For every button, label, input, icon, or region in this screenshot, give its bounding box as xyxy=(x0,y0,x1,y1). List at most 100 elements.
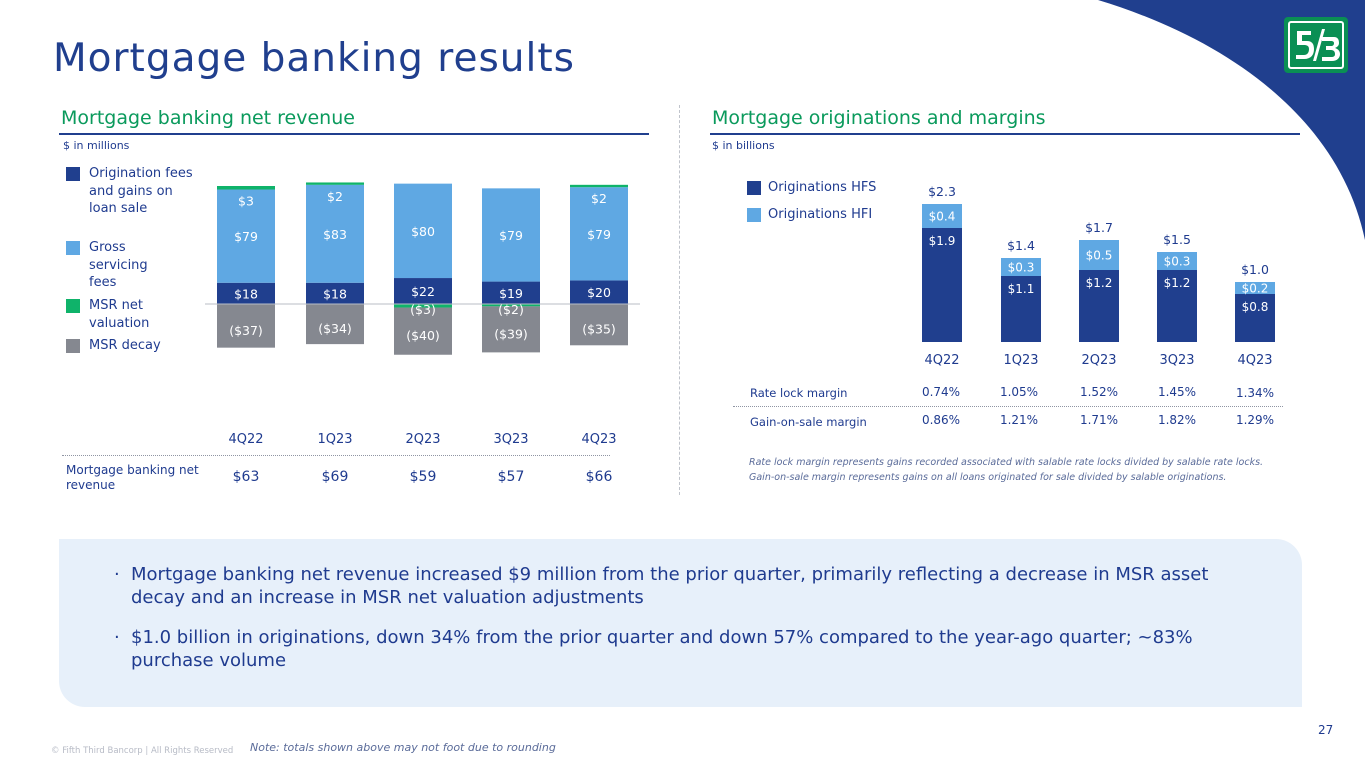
bar-msr-net-valuation-3q23 xyxy=(482,304,540,307)
label-servicing-3q23: $79 xyxy=(499,228,523,243)
label-hfs-2q23: $1.2 xyxy=(1086,276,1113,290)
gain-on-sale-margin-4q22: 0.86% xyxy=(921,413,961,427)
bar-originations-hfs-4q22 xyxy=(922,228,962,342)
rate-lock-margin-3q23: 1.45% xyxy=(1157,385,1197,399)
rate-lock-margin-4q22: 0.74% xyxy=(921,385,961,399)
left-unit-label: $ in millions xyxy=(63,139,130,152)
mortgage-net-revenue-chart: $18 $79 $3 ($37) 4Q22 $18 $83 $2 ($34) 1Q23 $22 $80… xyxy=(205,182,640,447)
page-title: Mortgage banking results xyxy=(53,36,575,81)
bar-originations-hfi-3q23 xyxy=(1157,252,1197,270)
label-servicing-4q22: $79 xyxy=(234,229,258,244)
legend-swatch-msr-valuation xyxy=(66,299,80,313)
bar-origination-fees-and-gains-on-loan-sale-4q23 xyxy=(570,280,628,304)
bar-msr-decay-4q23 xyxy=(570,304,628,346)
bar-originations-hfs-3q23 xyxy=(1157,270,1197,342)
bar-originations-hfi-2q23 xyxy=(1079,240,1119,270)
gain-on-sale-margin-1q23: 1.21% xyxy=(999,413,1039,427)
bar-gross-servicing-fees-3q23 xyxy=(482,188,540,282)
bullet-dot: · xyxy=(114,627,120,648)
bar-msr-decay-4q22 xyxy=(217,304,275,348)
x-tick-2q23: 2Q23 xyxy=(1081,353,1116,368)
label-total-4q22: $2.3 xyxy=(928,184,956,199)
label-msr-valuation-1q23: $2 xyxy=(327,189,343,204)
right-unit-label: $ in billions xyxy=(712,139,775,152)
bar-originations-hfi-4q23 xyxy=(1235,282,1275,294)
label-hfs-1q23: $1.1 xyxy=(1008,282,1035,296)
legend-swatch-servicing xyxy=(66,241,80,255)
bar-originations-hfs-2q23 xyxy=(1079,270,1119,342)
gain-on-sale-margin-3q23: 1.82% xyxy=(1157,413,1197,427)
label-origination-4q23: $20 xyxy=(587,285,611,300)
bar-originations-hfs-1q23 xyxy=(1001,276,1041,342)
summary-bullet-2-text: $1.0 billion in originations, down 34% f… xyxy=(131,627,1193,671)
legend-label-origination: Origination fees and gains on loan sale xyxy=(89,166,193,216)
x-tick-4q23: 4Q23 xyxy=(1237,353,1272,368)
legend-label-msr-valuation: MSR net valuation xyxy=(89,298,150,331)
summary-callout xyxy=(59,539,1302,707)
bar-origination-fees-and-gains-on-loan-sale-4q22 xyxy=(217,282,275,304)
rate-lock-margin-1q23: 1.05% xyxy=(999,385,1039,399)
legend-label-msr-decay: MSR decay xyxy=(89,338,161,353)
bar-msr-net-valuation-1q23 xyxy=(306,182,364,185)
x-tick-4q22: 4Q22 xyxy=(228,432,263,447)
net-revenue-total-2q23: $59 xyxy=(409,469,437,485)
x-tick-1q23: 1Q23 xyxy=(317,432,352,447)
bar-originations-hfi-4q22 xyxy=(922,204,962,228)
right-section-rule xyxy=(710,133,1300,135)
label-msr-decay-2q23: ($40) xyxy=(406,328,440,343)
legend-label-servicing: Gross servicing fees xyxy=(89,240,148,290)
label-servicing-2q23: $80 xyxy=(411,224,435,239)
label-msr-decay-1q23: ($34) xyxy=(318,321,352,336)
fifth-third-logo xyxy=(1284,17,1348,73)
label-total-2q23: $1.7 xyxy=(1085,220,1113,235)
legend-label-hfs: Originations HFS xyxy=(768,180,877,195)
x-tick-3q23: 3Q23 xyxy=(493,432,528,447)
bar-msr-decay-2q23 xyxy=(394,307,452,355)
bar-gross-servicing-fees-4q23 xyxy=(570,187,628,281)
label-hfi-4q23: $0.2 xyxy=(1242,282,1269,296)
label-origination-3q23: $19 xyxy=(499,286,523,301)
net-revenue-row-label: Mortgage banking net revenue xyxy=(66,463,199,492)
left-section-rule xyxy=(59,133,649,135)
x-tick-1q23: 1Q23 xyxy=(1003,353,1038,368)
label-hfs-3q23: $1.2 xyxy=(1164,276,1191,290)
label-msr-valuation-4q22: $3 xyxy=(238,194,254,209)
bar-originations-hfi-1q23 xyxy=(1001,258,1041,276)
label-hfi-1q23: $0.3 xyxy=(1008,261,1035,275)
page-number: 27 xyxy=(1318,723,1334,737)
label-origination-4q22: $18 xyxy=(234,286,258,301)
bar-origination-fees-and-gains-on-loan-sale-3q23 xyxy=(482,281,540,304)
gain-on-sale-margin-4q23: 1.29% xyxy=(1235,413,1275,427)
copyright-text: © Fifth Third Bancorp | All Rights Reser… xyxy=(51,746,234,756)
label-total-1q23: $1.4 xyxy=(1007,238,1035,253)
label-msr-decay-4q22: ($37) xyxy=(229,323,263,338)
net-revenue-total-4q23: $66 xyxy=(585,469,613,485)
label-msr-valuation-2q23: ($3) xyxy=(410,302,436,317)
bar-gross-servicing-fees-1q23 xyxy=(306,184,364,283)
net-revenue-total-3q23: $57 xyxy=(497,469,525,485)
bar-msr-decay-1q23 xyxy=(306,304,364,345)
legend-swatch-hfi xyxy=(747,208,761,222)
mortgage-originations-chart: $1.9 $0.4 $2.3 4Q22 $1.1 $0.3 $1.4 1Q23 $1.2 $0.5… xyxy=(922,184,1275,368)
rate-lock-margin-4q23: 1.34% xyxy=(1235,386,1275,400)
label-hfs-4q22: $1.9 xyxy=(929,234,956,248)
left-row-divider xyxy=(62,455,610,456)
bar-originations-hfs-4q23 xyxy=(1235,294,1275,342)
summary-bullet-1-text: Mortgage banking net revenue increased $… xyxy=(131,564,1209,608)
label-msr-valuation-3q23: ($2) xyxy=(498,302,524,317)
bullet-dot: · xyxy=(114,564,120,585)
gain-on-sale-margin-2q23: 1.71% xyxy=(1079,413,1119,427)
label-servicing-4q23: $79 xyxy=(587,227,611,242)
section-divider xyxy=(679,105,680,495)
gain-on-sale-margin-label: Gain-on-sale margin xyxy=(750,415,867,429)
right-section-title: Mortgage originations and margins xyxy=(712,107,1046,129)
label-hfi-3q23: $0.3 xyxy=(1164,255,1191,269)
label-origination-2q23: $22 xyxy=(411,284,435,299)
label-total-4q23: $1.0 xyxy=(1241,262,1269,277)
label-msr-decay-4q23: ($35) xyxy=(582,322,616,337)
net-revenue-total-1q23: $69 xyxy=(321,469,349,485)
label-hfi-4q22: $0.4 xyxy=(929,210,956,224)
bar-origination-fees-and-gains-on-loan-sale-1q23 xyxy=(306,282,364,304)
bar-gross-servicing-fees-4q22 xyxy=(217,189,275,283)
label-total-3q23: $1.5 xyxy=(1163,232,1191,247)
